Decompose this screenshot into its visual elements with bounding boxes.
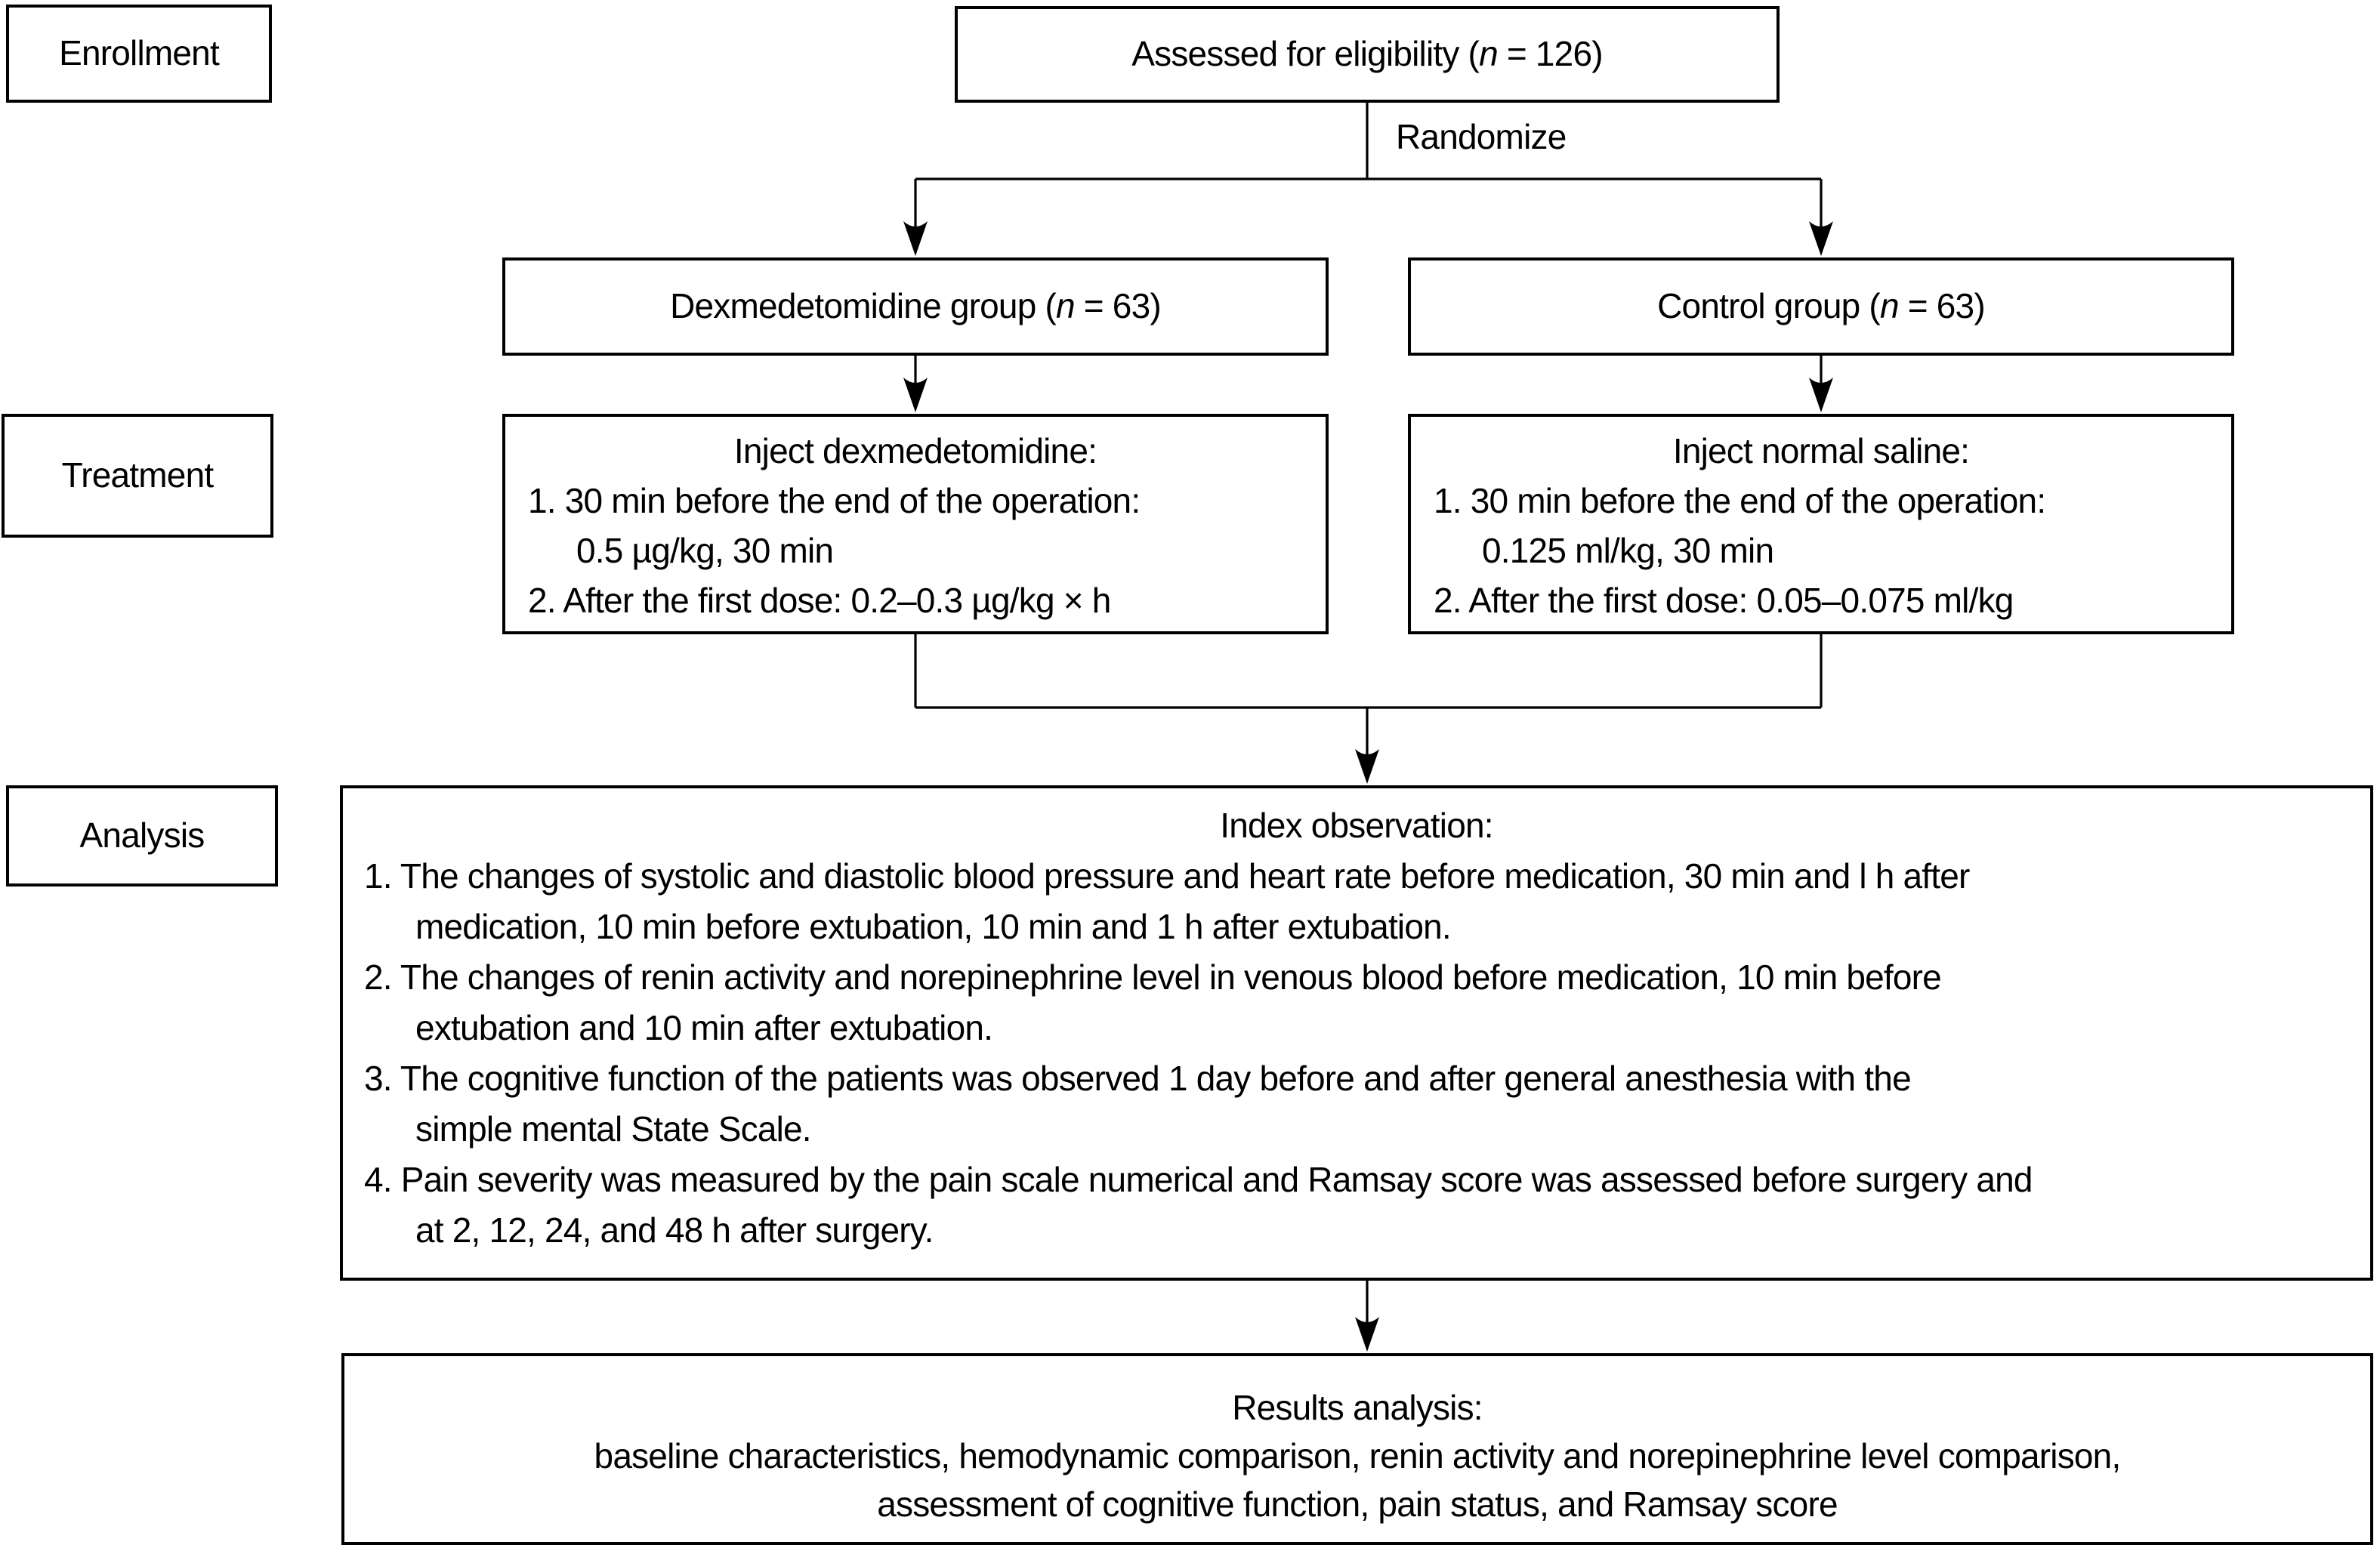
stage-label-enrollment-text: Enrollment (59, 33, 220, 73)
results-analysis-line: assessment of cognitive function, pain s… (877, 1485, 1838, 1524)
control-treatment-line: 1. 30 min before the end of the operatio… (1434, 481, 2046, 520)
index-observation-line: 3. The cognitive function of the patient… (364, 1059, 1912, 1098)
dexmedetomidine-group-text: Dexmedetomidine group (n = 63) (670, 285, 1162, 327)
assessed-text-prefix: Assessed for eligibility ( (1131, 34, 1480, 74)
index-observation-line: 2. The changes of renin activity and nor… (364, 957, 1942, 997)
dex-treatment-line: 0.5 µg/kg, 30 min (576, 531, 834, 570)
stage-label-enrollment: Enrollment (6, 5, 272, 103)
dex-group-text-prefix: Dexmedetomidine group ( (670, 286, 1057, 326)
index-observation-title: Index observation: (1220, 806, 1493, 845)
assessed-n-variable: n (1479, 34, 1499, 74)
dex-group-text-suffix: = 63) (1074, 286, 1162, 326)
stage-label-analysis-text: Analysis (79, 816, 205, 856)
control-group-text-prefix: Control group ( (1657, 286, 1881, 326)
dex-treatment-line: 2. After the first dose: 0.2–0.3 µg/kg ×… (528, 581, 1111, 620)
dex-treatment-line: 1. 30 min before the end of the operatio… (528, 481, 1141, 520)
dexmedetomidine-treatment-box: Inject dexmedetomidine: 1. 30 min before… (502, 414, 1329, 634)
index-observation-line: at 2, 12, 24, and 48 h after surgery. (415, 1210, 934, 1250)
index-observation-line: 1. The changes of systolic and diastolic… (364, 856, 1970, 896)
index-observation-line: extubation and 10 min after extubation. (415, 1008, 993, 1047)
control-group-text-suffix: = 63) (1898, 286, 1986, 326)
arrow-down-icon (1355, 1317, 1379, 1352)
control-group-n-variable: n (1879, 286, 1900, 326)
dexmedetomidine-group-box: Dexmedetomidine group (n = 63) (502, 257, 1329, 356)
stage-label-treatment: Treatment (2, 414, 273, 538)
randomize-label: Randomize (1396, 117, 1567, 156)
control-group-text: Control group (n = 63) (1657, 285, 1986, 327)
assessed-eligibility-text: Assessed for eligibility (n = 126) (1131, 33, 1603, 75)
stage-label-analysis: Analysis (6, 785, 278, 887)
stage-label-treatment-text: Treatment (61, 455, 215, 495)
control-treatment-line: 2. After the first dose: 0.05–0.075 ml/k… (1434, 581, 2014, 620)
control-treatment-line: 0.125 ml/kg, 30 min (1482, 531, 1774, 570)
dex-group-n-variable: n (1055, 286, 1076, 326)
assessed-text-suffix: = 126) (1497, 34, 1604, 74)
index-observation-line: 4. Pain severity was measured by the pai… (364, 1160, 2033, 1199)
dex-treatment-title: Inject dexmedetomidine: (733, 431, 1097, 470)
results-analysis-title: Results analysis: (1232, 1388, 1483, 1427)
control-group-box: Control group (n = 63) (1408, 257, 2234, 356)
results-analysis-box: Results analysis: baseline characteristi… (341, 1353, 2373, 1545)
index-observation-line: simple mental State Scale. (415, 1109, 812, 1149)
control-treatment-title: Inject normal saline: (1672, 431, 1970, 470)
arrow-down-icon (903, 378, 928, 412)
index-observation-box: Index observation: 1. The changes of sys… (340, 785, 2373, 1281)
assessed-eligibility-box: Assessed for eligibility (n = 126) (955, 6, 1780, 103)
results-analysis-line: baseline characteristics, hemodynamic co… (594, 1436, 2122, 1475)
arrow-down-icon (903, 221, 928, 256)
arrow-down-icon (1809, 378, 1833, 412)
arrow-down-icon (1355, 749, 1379, 784)
control-treatment-box: Inject normal saline: 1. 30 min before t… (1408, 414, 2234, 634)
index-observation-line: medication, 10 min before extubation, 10… (415, 907, 1452, 946)
arrow-down-icon (1809, 221, 1833, 256)
